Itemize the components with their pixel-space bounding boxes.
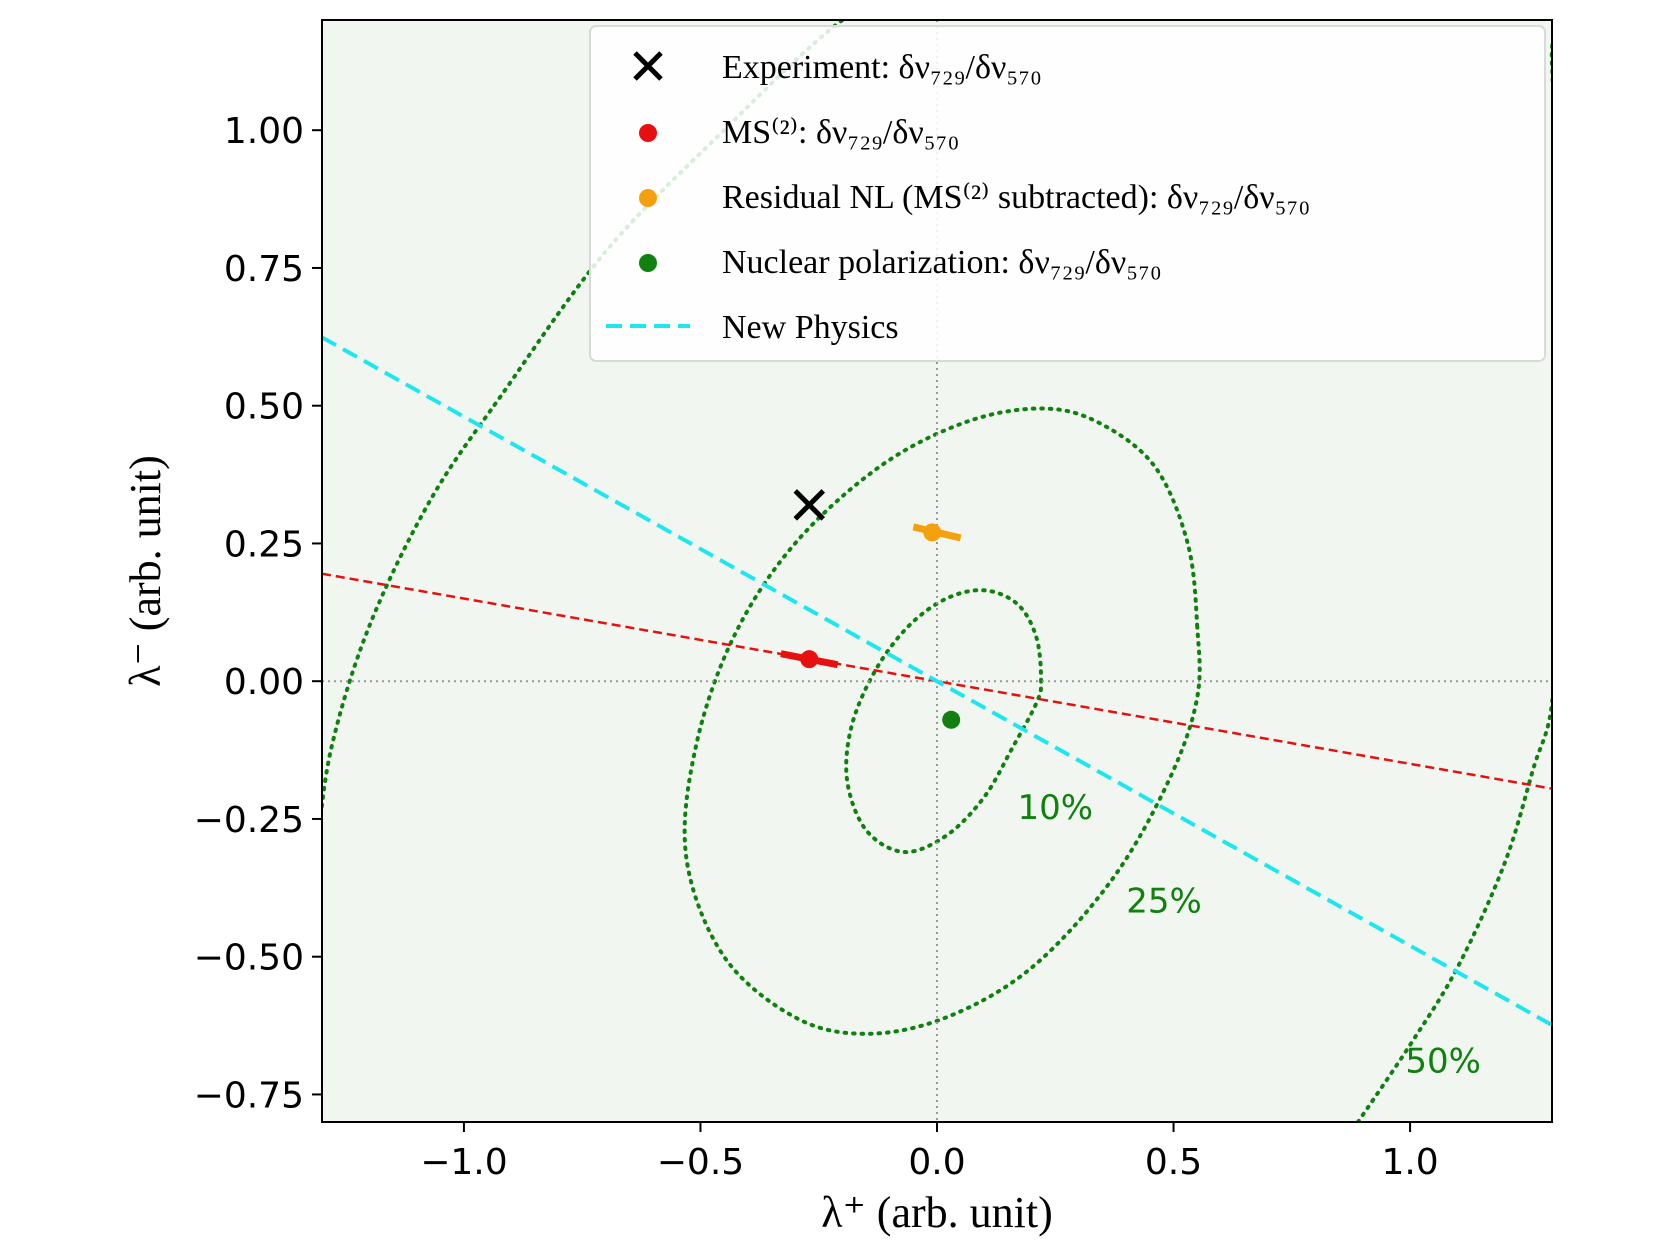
fit-lines: [322, 335, 1552, 1027]
contour-labels: 10% 25% 50%: [1017, 788, 1481, 1081]
y-tick-label: 1.00: [224, 111, 304, 152]
x-axis-label: λ⁺ (arb. unit): [821, 1188, 1053, 1237]
legend-label: Experiment: δν₇₂₉/δν₅₇₀: [722, 49, 1042, 86]
y-tick-label: −0.25: [194, 800, 304, 841]
legend-label: Nuclear polarization: δν₇₂₉/δν₅₇₀: [722, 244, 1162, 281]
contour-label: 10%: [1017, 788, 1093, 828]
y-tick-label: 0.25: [224, 524, 304, 565]
x-stroke: [793, 489, 826, 521]
legend-item-experiment: Experiment: δν₇₂₉/δν₅₇₀: [633, 49, 1042, 86]
contour-10pct: [844, 588, 1044, 855]
nuclear-marker: [942, 710, 961, 729]
legend: Experiment: δν₇₂₉/δν₅₇₀ MS⁽²⁾: δν₇₂₉/δν₅₇…: [589, 25, 1546, 362]
residual-marker: [923, 523, 942, 542]
contour-label: 25%: [1126, 882, 1202, 922]
y-tick-label: −0.75: [194, 1075, 304, 1116]
legend-marker: [639, 189, 657, 207]
legend-label: Residual NL (MS⁽²⁾ subtracted): δν₇₂₉/δν…: [722, 179, 1310, 216]
contour-25pct: [682, 406, 1202, 1036]
legend-item-residual: Residual NL (MS⁽²⁾ subtracted): δν₇₂₉/δν…: [639, 179, 1310, 216]
legend-label: New Physics: [722, 309, 899, 346]
x-tick-label: −1.0: [420, 1142, 507, 1183]
ms2-marker: [800, 650, 819, 669]
y-tick-label: 0.00: [224, 662, 304, 703]
new_physics-line: [322, 335, 1552, 1027]
x-axis-ticks: −1.0 −0.5 0.0 0.5 1.0: [420, 1122, 1439, 1183]
y-axis-ticks: −0.75 −0.50 −0.25 0.00 0.25 0.50 0.75 1.00: [194, 111, 322, 1116]
confidence-contours: [322, 20, 1552, 1122]
legend-marker: [639, 124, 657, 142]
y-tick-label: 0.50: [224, 387, 304, 428]
legend-box: [589, 25, 1546, 362]
y-axis-label: λ⁻ (arb. unit): [121, 455, 170, 687]
y-tick-label: −0.50: [194, 938, 304, 979]
legend-item-new_physics: New Physics: [606, 309, 899, 346]
data-points: [780, 489, 962, 729]
y-tick-label: 0.75: [224, 249, 304, 290]
x-tick-label: 0.0: [908, 1142, 965, 1183]
experiment-marker: [793, 489, 826, 521]
contour-50pct: [322, 20, 1552, 1122]
legend-label: MS⁽²⁾: δν₇₂₉/δν₅₇₀: [722, 114, 959, 151]
legend-item-nuclear: Nuclear polarization: δν₇₂₉/δν₅₇₀: [639, 244, 1162, 281]
legend-item-ms2: MS⁽²⁾: δν₇₂₉/δν₅₇₀: [639, 114, 959, 151]
legend-marker: [633, 51, 663, 81]
zero-reference-lines: [322, 20, 1552, 1122]
x-tick-label: 0.5: [1145, 1142, 1202, 1183]
x-tick-label: 1.0: [1381, 1142, 1438, 1183]
x-tick-label: −0.5: [657, 1142, 744, 1183]
legend-marker: [639, 254, 657, 272]
contour-label: 50%: [1405, 1041, 1481, 1081]
